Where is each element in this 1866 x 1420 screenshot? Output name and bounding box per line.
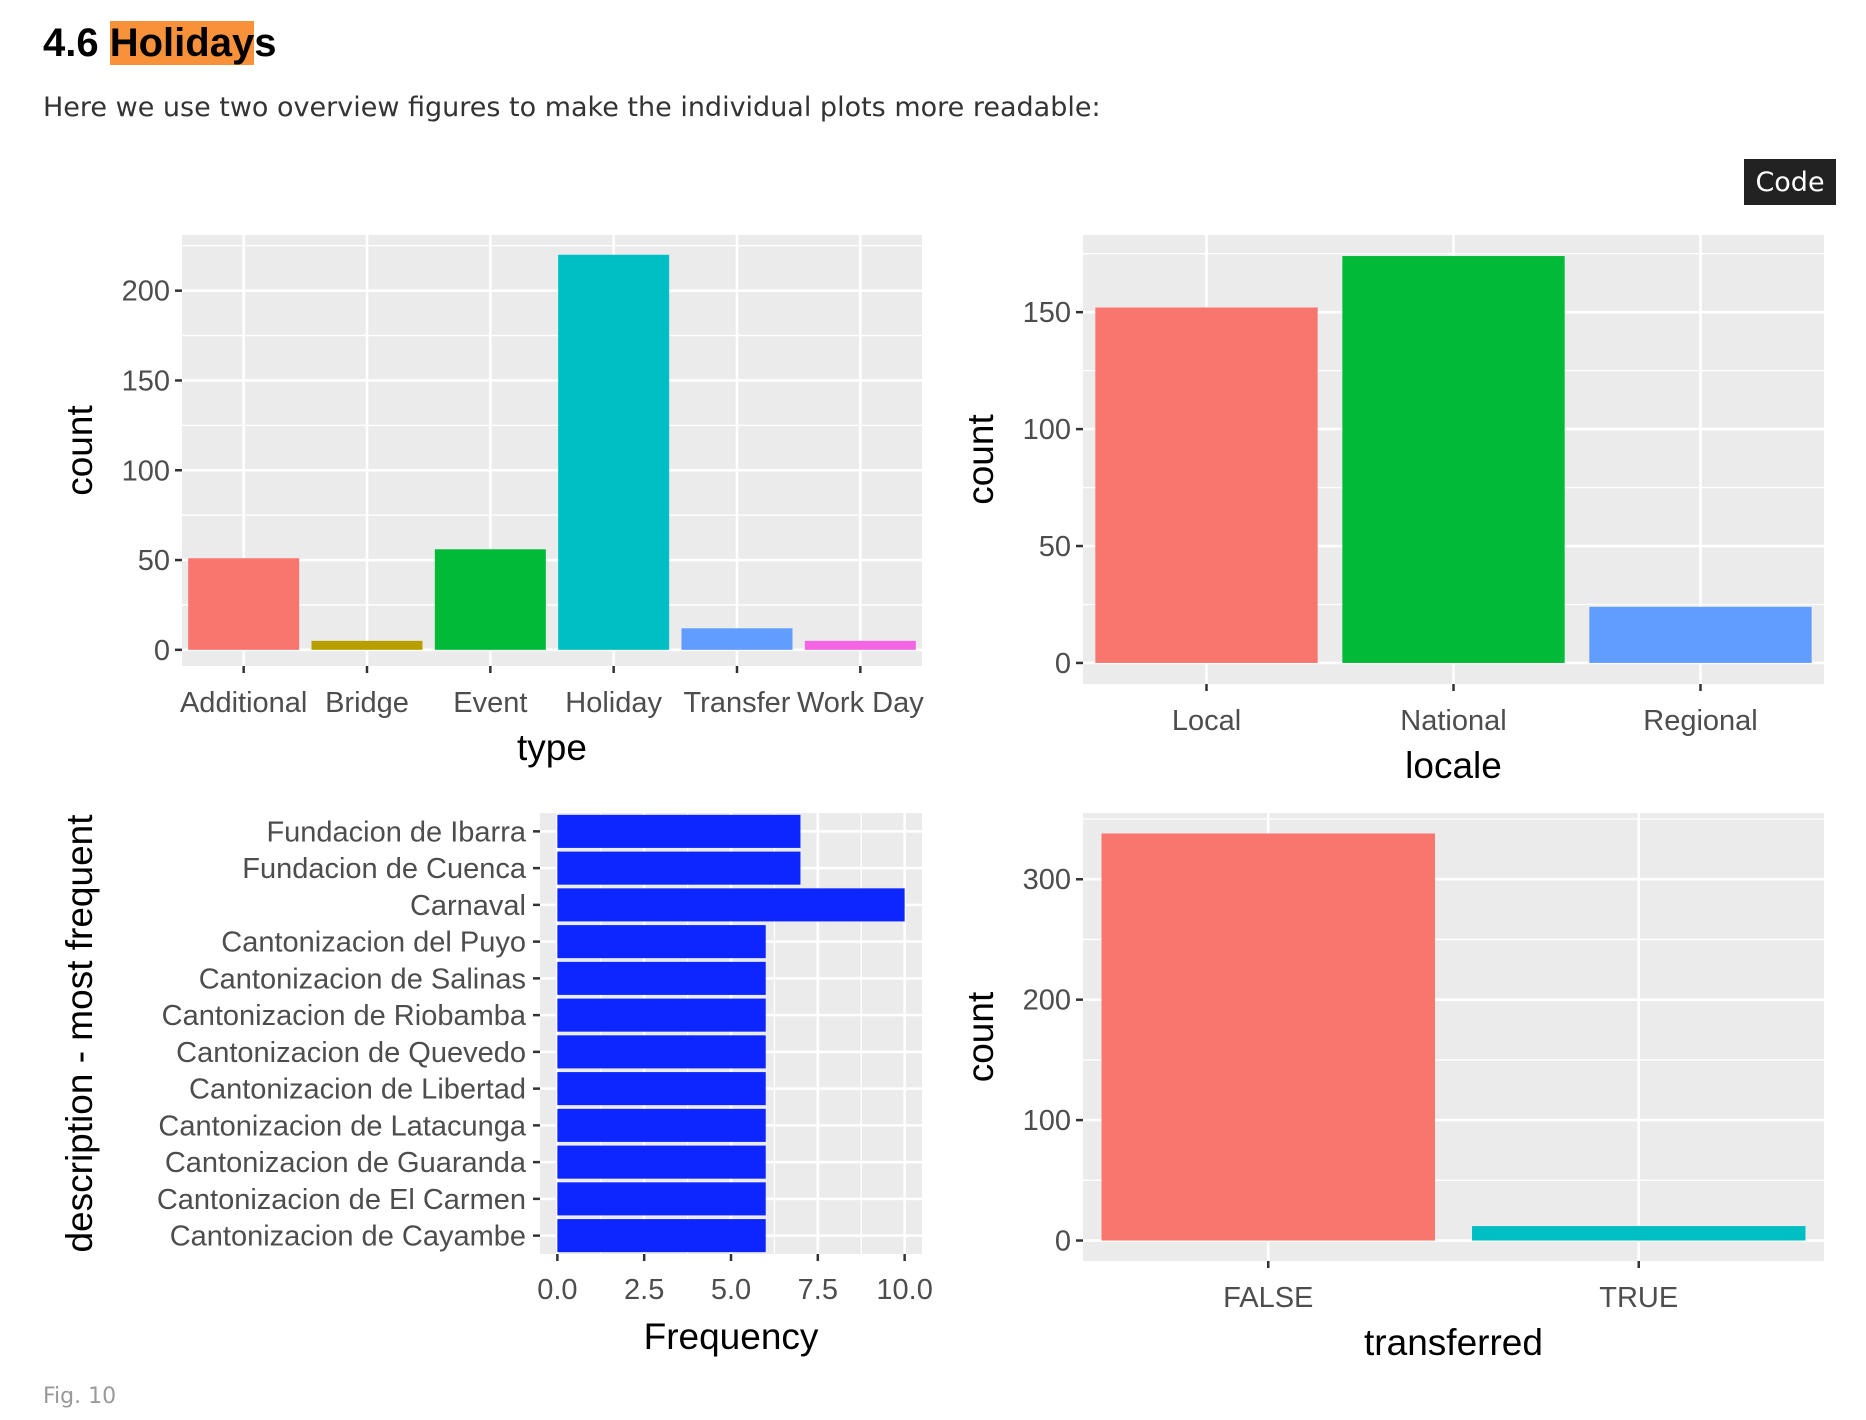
bar (311, 640, 423, 650)
y-tick-label: Fundacion de Ibarra (266, 816, 526, 848)
section-number: 4.6 (43, 21, 99, 65)
bar (188, 558, 300, 650)
bar (557, 998, 766, 1032)
y-tick-label: 300 (1023, 864, 1071, 896)
y-tick-label: 200 (122, 276, 170, 308)
y-tick-label: 100 (1023, 1105, 1071, 1137)
x-tick-label: Event (453, 687, 527, 719)
y-tick-label: Cantonizacion de Guaranda (165, 1147, 527, 1179)
y-tick-label: Cantonizacion de Salinas (199, 963, 526, 995)
plot-panel-bg (182, 235, 922, 666)
x-tick-label: FALSE (1223, 1282, 1313, 1314)
y-tick-label: Cantonizacion de Quevedo (176, 1037, 526, 1069)
bar (1101, 833, 1435, 1241)
y-tick-label: 50 (138, 545, 170, 577)
x-tick-label: Holiday (565, 687, 662, 719)
bar (557, 1145, 766, 1179)
y-tick-label: 150 (1023, 297, 1071, 329)
x-axis-title: type (517, 727, 587, 768)
y-tick-label: Cantonizacion de Latacunga (158, 1110, 526, 1142)
y-tick-label: Carnaval (410, 890, 526, 922)
y-tick-label: 150 (122, 365, 170, 397)
code-toggle-button[interactable]: Code (1744, 159, 1836, 205)
bar (1472, 1226, 1806, 1241)
bar (557, 814, 801, 848)
x-tick-label: TRUE (1599, 1282, 1678, 1314)
x-tick-label: 2.5 (624, 1274, 664, 1306)
y-tick-label: Cantonizacion de Cayambe (170, 1221, 526, 1253)
y-tick-label: 100 (122, 455, 170, 487)
x-tick-label: 0.0 (537, 1274, 577, 1306)
y-tick-label: Cantonizacion de Riobamba (162, 1000, 527, 1032)
figure-caption: Fig. 10 (43, 1384, 117, 1409)
y-tick-label: Cantonizacion de Libertad (189, 1074, 526, 1106)
bar (681, 628, 793, 650)
bar (1589, 606, 1812, 663)
bar (557, 961, 766, 995)
heading-suffix: s (254, 21, 277, 65)
bar (557, 1072, 766, 1106)
x-tick-label: National (1400, 705, 1506, 737)
y-tick-label: 200 (1023, 985, 1071, 1017)
y-axis-title: count (59, 405, 100, 496)
y-tick-label: 100 (1023, 414, 1071, 446)
y-tick-label: 0 (1055, 1226, 1071, 1258)
x-tick-label: Regional (1643, 705, 1757, 737)
bar (557, 1182, 766, 1216)
y-axis-title: count (960, 991, 1001, 1082)
y-tick-label: 0 (154, 635, 170, 667)
x-tick-label: 10.0 (876, 1274, 932, 1306)
bar (804, 640, 916, 650)
x-tick-label: Transfer (684, 687, 791, 719)
bar (558, 254, 670, 650)
y-tick-label: Fundacion de Cuenca (242, 853, 527, 885)
y-tick-label: Cantonizacion del Puyo (221, 927, 526, 959)
bar (557, 888, 905, 922)
x-tick-label: Work Day (797, 687, 924, 719)
section-heading: 4.6 Holidays (43, 18, 276, 68)
bar (557, 851, 801, 885)
highlighted-term: Holiday (109, 21, 255, 65)
bar (557, 1035, 766, 1069)
y-axis-title: count (960, 414, 1001, 505)
bar (1095, 307, 1318, 663)
x-axis-title: transferred (1364, 1322, 1543, 1363)
y-tick-label: Cantonizacion de El Carmen (157, 1184, 526, 1216)
x-tick-label: Additional (180, 687, 307, 719)
x-tick-label: 5.0 (711, 1274, 751, 1306)
bar (434, 549, 546, 650)
x-axis-title: locale (1405, 745, 1502, 786)
intro-paragraph: Here we use two overview figures to make… (43, 92, 1101, 123)
x-tick-label: Bridge (325, 687, 409, 719)
x-axis-title: Frequency (644, 1316, 819, 1357)
bar (557, 925, 766, 959)
y-tick-label: 50 (1039, 531, 1071, 563)
x-tick-label: Local (1172, 705, 1241, 737)
bar (1342, 256, 1565, 663)
bar (557, 1108, 766, 1142)
x-tick-label: 7.5 (798, 1274, 838, 1306)
bar (557, 1219, 766, 1253)
y-axis-title: description - most frequent (59, 814, 100, 1253)
y-tick-label: 0 (1055, 648, 1071, 680)
